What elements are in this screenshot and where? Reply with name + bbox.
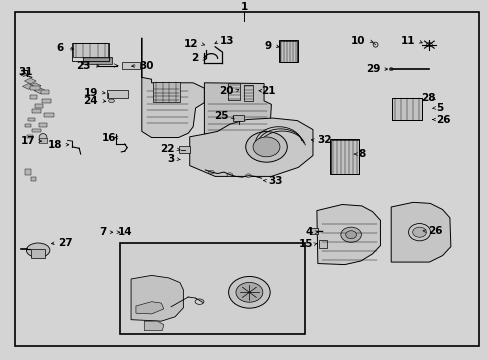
Text: 22: 22 (160, 144, 175, 154)
Text: 27: 27 (58, 238, 72, 248)
Polygon shape (34, 88, 46, 94)
Polygon shape (189, 118, 312, 176)
Bar (233, 115, 244, 121)
Ellipse shape (26, 243, 50, 257)
Bar (25, 124, 31, 127)
Bar (32, 109, 41, 113)
Text: 11: 11 (400, 36, 415, 46)
Text: 25: 25 (214, 111, 228, 121)
Bar (39, 138, 47, 143)
Text: 28: 28 (420, 93, 434, 103)
Ellipse shape (245, 132, 287, 162)
Bar (72, 43, 108, 61)
Ellipse shape (412, 227, 426, 237)
Ellipse shape (226, 173, 232, 176)
Bar (31, 177, 36, 181)
Text: 10: 10 (350, 36, 365, 46)
Ellipse shape (372, 42, 377, 47)
Polygon shape (144, 321, 163, 330)
Ellipse shape (253, 137, 279, 157)
Text: 8: 8 (357, 149, 365, 159)
Bar (41, 90, 49, 94)
Polygon shape (131, 275, 183, 321)
Ellipse shape (208, 170, 214, 174)
Bar (25, 169, 31, 175)
Bar (309, 229, 317, 234)
Text: 1: 1 (241, 1, 247, 12)
Text: 31: 31 (19, 67, 33, 77)
Bar (179, 146, 190, 153)
Bar (42, 99, 51, 103)
Text: 12: 12 (183, 39, 198, 49)
Bar (120, 243, 304, 334)
Bar (122, 62, 140, 69)
Bar (279, 40, 297, 62)
Text: 2: 2 (190, 53, 198, 63)
Bar (30, 95, 37, 99)
Bar (27, 135, 33, 138)
Text: 17: 17 (20, 136, 35, 146)
Text: 30: 30 (139, 60, 154, 71)
Bar (243, 85, 253, 101)
Bar (318, 240, 326, 248)
Bar (279, 41, 297, 62)
Text: 15: 15 (298, 239, 312, 249)
Bar (44, 113, 54, 117)
Polygon shape (316, 204, 380, 265)
Text: 16: 16 (102, 132, 116, 143)
Text: 26: 26 (427, 226, 442, 236)
Text: 3: 3 (167, 154, 175, 164)
Bar (227, 83, 239, 100)
Text: 7: 7 (99, 227, 106, 237)
Ellipse shape (345, 231, 356, 239)
Text: 4: 4 (305, 227, 312, 237)
Bar (31, 249, 45, 258)
Text: 32: 32 (316, 135, 331, 145)
Bar (391, 98, 421, 120)
Bar (152, 82, 179, 102)
Bar (73, 43, 108, 57)
Polygon shape (29, 83, 41, 89)
Text: 24: 24 (83, 96, 98, 106)
Text: 6: 6 (56, 43, 63, 53)
Ellipse shape (426, 42, 431, 47)
Text: 13: 13 (220, 36, 234, 46)
Bar (329, 139, 359, 174)
Bar (83, 57, 112, 64)
Polygon shape (136, 302, 163, 314)
Text: 20: 20 (219, 86, 233, 96)
Polygon shape (204, 83, 271, 138)
Polygon shape (24, 78, 36, 84)
Ellipse shape (108, 99, 114, 103)
Ellipse shape (39, 134, 47, 141)
Bar (36, 104, 43, 108)
Bar (28, 118, 36, 121)
Ellipse shape (340, 227, 361, 242)
Bar (39, 123, 47, 127)
Polygon shape (142, 38, 204, 138)
Text: 9: 9 (264, 41, 271, 51)
Text: 14: 14 (117, 227, 132, 237)
Bar (30, 86, 40, 90)
Polygon shape (390, 202, 450, 262)
Text: 29: 29 (366, 64, 380, 74)
Ellipse shape (245, 174, 251, 177)
Bar (330, 140, 358, 174)
Text: 21: 21 (261, 86, 276, 96)
Text: 23: 23 (76, 60, 90, 71)
Ellipse shape (228, 276, 270, 308)
Polygon shape (20, 73, 28, 76)
Ellipse shape (388, 68, 392, 71)
Polygon shape (22, 84, 34, 89)
Text: 26: 26 (435, 114, 450, 125)
Text: 33: 33 (267, 176, 282, 186)
Text: 18: 18 (48, 140, 62, 150)
Bar (32, 129, 41, 132)
Bar (107, 90, 127, 98)
Text: 5: 5 (435, 103, 443, 113)
Text: 19: 19 (83, 87, 98, 98)
Bar (391, 98, 421, 120)
Ellipse shape (236, 282, 263, 302)
